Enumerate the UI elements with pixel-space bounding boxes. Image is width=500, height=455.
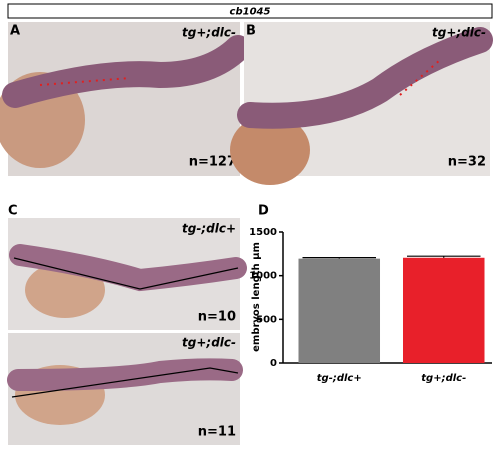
panel-letter: B <box>246 24 256 39</box>
error-bar <box>302 256 377 259</box>
genotype: tg+;dlc- <box>432 26 486 40</box>
x-tick-label: tg-;dlc+ <box>317 373 362 384</box>
embryo-tail <box>2 35 251 108</box>
y-axis-label: embryos length µm <box>251 242 262 352</box>
length-line <box>13 257 239 290</box>
genotype: tg-;dlc+ <box>182 222 236 236</box>
genotype: tg+;dlc- <box>182 336 236 350</box>
header-box <box>7 3 493 19</box>
count: n=11 <box>198 425 236 440</box>
embryo-tail <box>237 27 493 129</box>
y-tick-label: 1000 <box>249 271 277 282</box>
embryo-tail <box>9 244 247 292</box>
x-tick-label: tg+;dlc- <box>421 373 466 384</box>
dots <box>39 77 131 86</box>
panel-letter: A <box>10 24 20 39</box>
dots <box>399 59 441 96</box>
panel-letter: D <box>258 204 269 219</box>
yolk <box>230 115 310 185</box>
header-title: cb1045 <box>230 7 271 18</box>
embryo-tail <box>7 358 243 391</box>
count: n=127 <box>189 155 236 170</box>
length-line <box>11 367 239 398</box>
y-tick-label: 500 <box>256 314 277 325</box>
error-bar <box>406 255 481 258</box>
count: n=10 <box>198 310 236 325</box>
panel-letter: C <box>8 204 18 219</box>
y-tick-label: 0 <box>270 358 277 369</box>
y-tick-label: 1500 <box>249 227 277 238</box>
bar <box>402 257 485 363</box>
chart: 0 500 1000 1500 tg-;dlc+ tg+;dlc- <box>249 227 492 384</box>
count: n=32 <box>448 155 486 170</box>
genotype: tg+;dlc- <box>182 26 236 40</box>
bar <box>298 258 381 363</box>
